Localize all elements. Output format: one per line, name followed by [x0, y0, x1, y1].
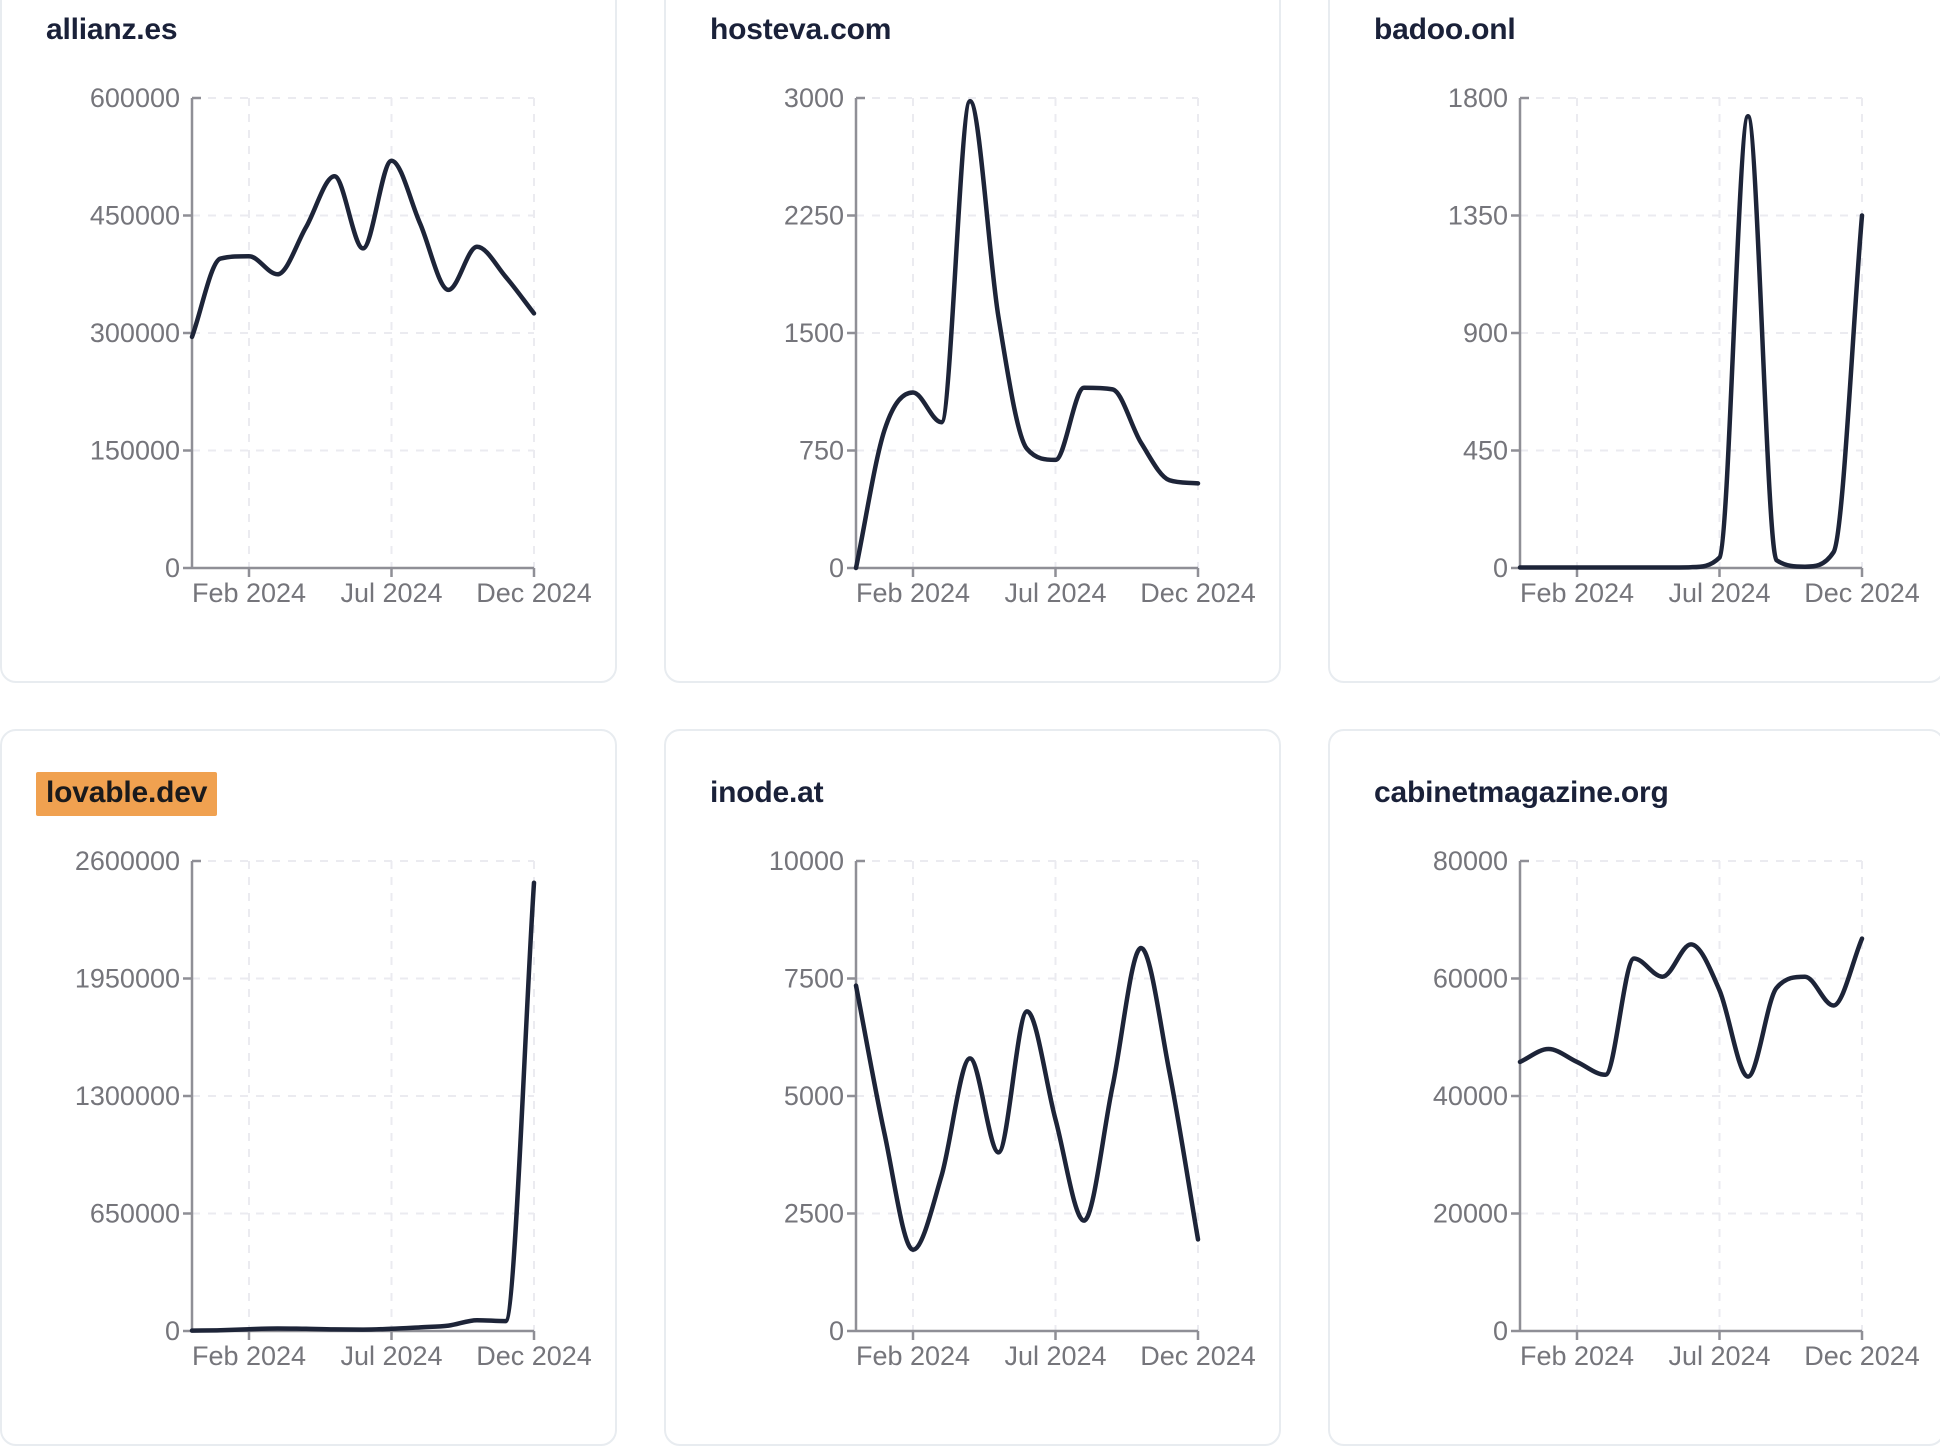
x-tick-label: Dec 2024	[1140, 1341, 1256, 1371]
line-chart-hosteva-com: 3000 2250 1500 750 0 Feb 2024 Jul 2024 Dec 2024	[784, 83, 1256, 608]
y-tick-label: 2250	[784, 201, 844, 231]
y-tick-label: 600000	[90, 83, 180, 113]
y-tick-label: 1500	[784, 318, 844, 348]
x-tick-label: Feb 2024	[1520, 578, 1634, 608]
chart-title: inode.at	[710, 775, 824, 811]
x-tick-label: Feb 2024	[192, 578, 306, 608]
series-line	[189, 880, 537, 1333]
y-tick-label: 900	[1463, 318, 1508, 348]
domain-label: badoo.onl	[1374, 13, 1516, 46]
y-tick-label: 750	[799, 436, 844, 466]
series-line	[853, 945, 1201, 1252]
y-tick-label: 2500	[784, 1199, 844, 1229]
series-line	[1517, 114, 1865, 570]
y-tick-label: 450	[1463, 436, 1508, 466]
x-tick-label: Dec 2024	[476, 578, 592, 608]
x-tick-label: Dec 2024	[1804, 578, 1920, 608]
y-tick-label: 150000	[90, 436, 180, 466]
chart-title: hosteva.com	[710, 12, 891, 48]
chart-card-inode-at: inode.at 10000 7500 5000 2500 0 Feb 2024 Jul 2…	[664, 729, 1281, 1446]
series-line	[1517, 936, 1865, 1079]
domain-label: inode.at	[710, 776, 824, 809]
chart-title: allianz.es	[46, 12, 178, 48]
line-chart-allianz-es: 600000 450000 300000 150000 0 Feb 2024 Jul 202…	[90, 83, 592, 608]
line-chart-cabinetmagazine-org: 80000 60000 40000 20000 0 Feb 2024 Jul 2024 Dec…	[1433, 846, 1920, 1371]
y-tick-label: 40000	[1433, 1081, 1508, 1111]
y-tick-label: 60000	[1433, 964, 1508, 994]
chart-title: badoo.onl	[1374, 12, 1516, 48]
y-tick-label: 7500	[784, 964, 844, 994]
y-tick-label: 20000	[1433, 1199, 1508, 1229]
y-tick-label: 1950000	[75, 964, 180, 994]
series-line	[189, 158, 537, 340]
y-tick-label: 0	[829, 553, 844, 583]
chart-card-badoo-onl: badoo.onl 1800 1350 900 450 0 Feb 2024 Jul 202…	[1328, 0, 1940, 683]
x-tick-label: Jul 2024	[1668, 1341, 1770, 1371]
chart-card-cabinetmagazine-org: cabinetmagazine.org 80000 60000 40000 20000…	[1328, 729, 1940, 1446]
y-tick-label: 0	[165, 553, 180, 583]
x-tick-label: Jul 2024	[1668, 578, 1770, 608]
domain-label: hosteva.com	[710, 13, 892, 46]
x-tick-label: Feb 2024	[1520, 1341, 1634, 1371]
y-tick-label: 0	[1493, 553, 1508, 583]
chart-card-hosteva-com: hosteva.com 3000 2250 1500 750 0 Feb 2024 Jul …	[664, 0, 1281, 683]
x-tick-label: Feb 2024	[856, 1341, 970, 1371]
chart-card-lovable-dev: lovable.dev 2600000 1950000 1300000 650000 0…	[0, 729, 617, 1446]
line-chart-lovable-dev: 2600000 1950000 1300000 650000 0 Feb 2024 Jul …	[75, 846, 592, 1371]
y-tick-label: 5000	[784, 1081, 844, 1111]
line-chart-badoo-onl: 1800 1350 900 450 0 Feb 2024 Jul 2024 Dec 2024	[1448, 83, 1920, 608]
chart-title: lovable.dev	[36, 772, 218, 816]
y-tick-label: 3000	[784, 83, 844, 113]
x-tick-label: Feb 2024	[856, 578, 970, 608]
y-tick-label: 1800	[1448, 83, 1508, 113]
y-tick-label: 2600000	[75, 846, 180, 876]
y-tick-label: 0	[829, 1316, 844, 1346]
x-tick-label: Jul 2024	[1004, 578, 1106, 608]
domain-label: allianz.es	[46, 13, 178, 46]
y-tick-label: 10000	[769, 846, 844, 876]
line-chart-inode-at: 10000 7500 5000 2500 0 Feb 2024 Jul 2024 Dec 20…	[769, 846, 1256, 1371]
y-tick-label: 450000	[90, 201, 180, 231]
chart-title: cabinetmagazine.org	[1374, 775, 1669, 811]
y-tick-label: 1350	[1448, 201, 1508, 231]
x-tick-label: Jul 2024	[1004, 1341, 1106, 1371]
y-tick-label: 0	[165, 1316, 180, 1346]
highlighted-domain-label: lovable.dev	[36, 772, 218, 816]
domain-label: cabinetmagazine.org	[1374, 776, 1669, 809]
series-line	[853, 98, 1201, 571]
x-tick-label: Dec 2024	[1140, 578, 1256, 608]
y-tick-label: 1300000	[75, 1081, 180, 1111]
chart-card-allianz-es: allianz.es 600000 450000 300000 150000 0 Feb …	[0, 0, 617, 683]
y-tick-label: 0	[1493, 1316, 1508, 1346]
x-tick-label: Jul 2024	[340, 1341, 442, 1371]
y-tick-label: 300000	[90, 318, 180, 348]
y-tick-label: 80000	[1433, 846, 1508, 876]
x-tick-label: Feb 2024	[192, 1341, 306, 1371]
x-tick-label: Dec 2024	[476, 1341, 592, 1371]
x-tick-label: Jul 2024	[340, 578, 442, 608]
y-tick-label: 650000	[90, 1199, 180, 1229]
x-tick-label: Dec 2024	[1804, 1341, 1920, 1371]
